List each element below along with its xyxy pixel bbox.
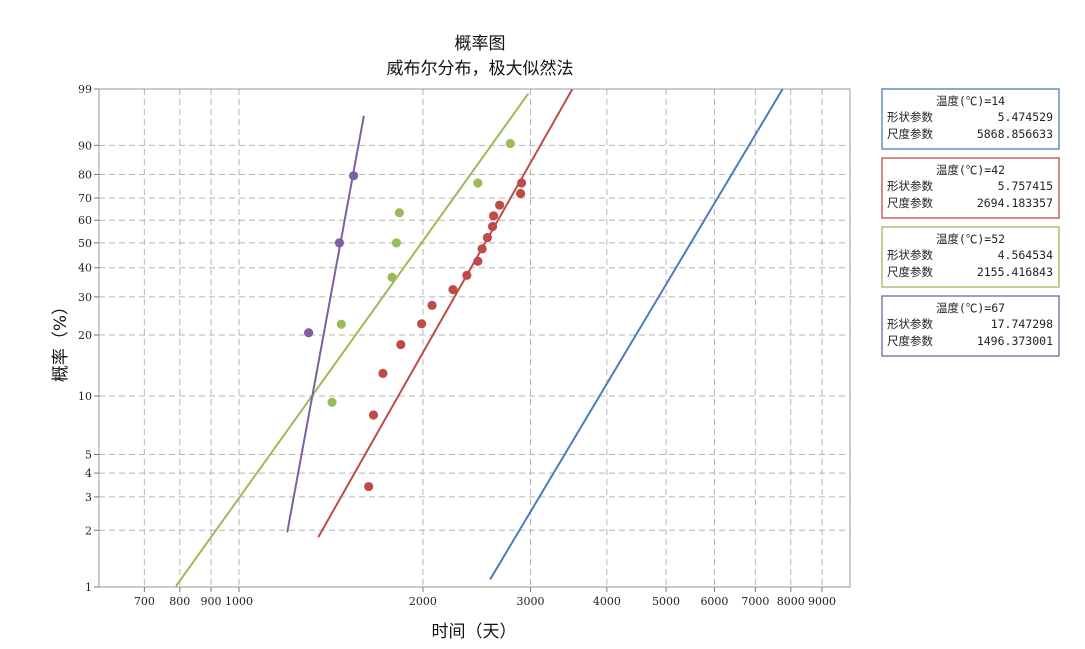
- legend-shape-label: 形状参数: [887, 248, 933, 262]
- legend-frame: [881, 226, 1060, 288]
- fit-line-series-4: [286, 115, 365, 533]
- legend-series-title: 温度(℃)=42: [936, 163, 1005, 177]
- legend-frame: [881, 295, 1060, 357]
- fit-line-series-1: [489, 89, 784, 580]
- data-point-series-2: [473, 256, 483, 266]
- data-point-series-2: [487, 221, 498, 232]
- data-point-series-2: [368, 410, 379, 420]
- y-tick-label: 4: [85, 467, 92, 480]
- data-point-series-2: [477, 244, 487, 254]
- data-point-series-2: [482, 232, 493, 243]
- y-tick-label: 70: [78, 192, 92, 205]
- data-point-series-3: [505, 138, 515, 149]
- legend-shape-value: 5.757415: [998, 179, 1053, 193]
- x-tick-label: 3000: [517, 595, 545, 608]
- grid: [99, 88, 850, 588]
- y-tick-label: 2: [85, 524, 92, 537]
- plot-area: [98, 88, 851, 588]
- legend-scale-value: 1496.373001: [977, 334, 1053, 348]
- y-tick-label: 60: [78, 214, 92, 227]
- legend-frame: [881, 88, 1060, 150]
- x-tick-label: 6000: [700, 595, 728, 608]
- legend-series-title: 温度(℃)=52: [936, 232, 1005, 246]
- x-axis: 700 800 900 1000 2000 3000 4000 5000 6000 7000 800…: [134, 587, 836, 608]
- legend-scale-value: 2694.183357: [977, 196, 1053, 210]
- x-axis-label: 时间（天）: [432, 622, 517, 642]
- data-point-series-2: [427, 300, 437, 310]
- legend-shape-value: 4.564534: [998, 248, 1053, 262]
- data-point-series-3: [387, 272, 397, 282]
- x-tick-label: 800: [169, 595, 190, 608]
- y-axis: 1 2 3 4 5 10 20 30 40 50 60 70 80 90 99: [78, 83, 99, 594]
- y-tick-label: 40: [78, 262, 92, 275]
- legend-scale-label: 尺度参数: [887, 127, 933, 141]
- legend-series-title: 温度(℃)=67: [936, 301, 1005, 315]
- data-point-series-3: [391, 238, 402, 248]
- data-point-series-4: [304, 328, 314, 338]
- y-tick-label: 1: [85, 581, 92, 594]
- legend-frame: [881, 157, 1060, 219]
- x-tick-label: 1000: [225, 595, 253, 608]
- y-tick-label: 3: [85, 491, 92, 504]
- x-tick-label: 2000: [409, 595, 437, 608]
- x-tick-label: 5000: [652, 595, 680, 608]
- x-tick-label: 8000: [777, 595, 805, 608]
- chart-title: 概率图: [455, 34, 506, 54]
- legend-scale-label: 尺度参数: [887, 196, 933, 210]
- legend-shape-label: 形状参数: [887, 110, 933, 124]
- data-point-series-2: [364, 481, 374, 492]
- data-point-series-2: [417, 319, 427, 329]
- x-tick-label: 7000: [741, 595, 769, 608]
- data-point-series-2: [488, 211, 499, 221]
- chart-subtitle: 威布尔分布，极大似然法: [387, 59, 574, 79]
- legend-scale-label: 尺度参数: [887, 334, 933, 348]
- y-tick-label: 90: [78, 139, 92, 152]
- legend-scale-value: 5868.856633: [977, 127, 1053, 141]
- legend-scale-value: 2155.416843: [977, 265, 1053, 279]
- x-tick-label: 700: [134, 595, 155, 608]
- data-point-series-2: [516, 178, 527, 188]
- legend-series-title: 温度(℃)=14: [936, 94, 1005, 108]
- data-point-series-3: [327, 397, 337, 407]
- fit-line-series-3: [175, 93, 529, 587]
- y-tick-label: 50: [78, 237, 92, 250]
- fit-line-series-2: [317, 89, 574, 538]
- data-point-series-4: [348, 171, 359, 181]
- y-tick-label: 80: [78, 168, 92, 181]
- y-tick-label: 30: [78, 291, 92, 304]
- data-point-series-2: [396, 339, 406, 350]
- legend-shape-label: 形状参数: [887, 179, 933, 193]
- data-point-series-4: [334, 238, 345, 248]
- data-point-series-2: [462, 270, 472, 280]
- y-tick-label: 5: [85, 449, 92, 462]
- data-point-series-2: [378, 368, 388, 378]
- y-tick-label: 10: [78, 390, 92, 403]
- data-point-series-3: [336, 319, 346, 329]
- series-layer: [175, 89, 784, 587]
- y-axis-label: 概率（%）: [51, 298, 71, 382]
- data-point-series-3: [394, 208, 404, 218]
- y-tick-label: 20: [78, 329, 92, 342]
- legend-shape-value: 17.747298: [991, 317, 1053, 331]
- legend-shape-value: 5.474529: [998, 110, 1053, 124]
- legend-scale-label: 尺度参数: [887, 265, 933, 279]
- x-tick-label: 4000: [593, 595, 621, 608]
- legend-shape-label: 形状参数: [887, 317, 933, 331]
- data-point-series-2: [516, 188, 526, 199]
- x-tick-label: 900: [201, 595, 222, 608]
- data-point-series-3: [473, 178, 483, 188]
- data-point-series-2: [495, 200, 505, 210]
- data-point-series-2: [448, 285, 458, 295]
- y-tick-label: 99: [78, 83, 92, 96]
- x-tick-label: 9000: [808, 595, 836, 608]
